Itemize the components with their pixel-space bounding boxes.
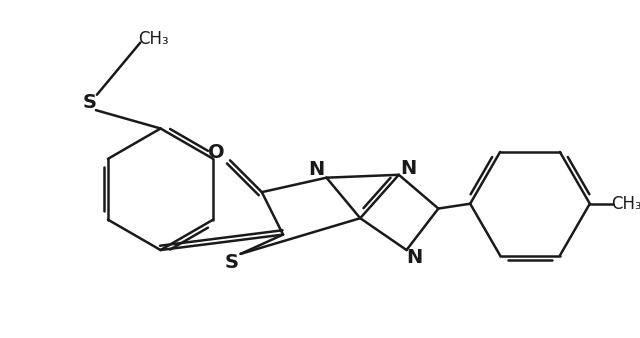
Text: N: N [308, 161, 325, 179]
Text: S: S [225, 253, 239, 272]
Text: S: S [82, 93, 96, 112]
Text: N: N [401, 159, 417, 177]
Text: O: O [208, 143, 225, 162]
Text: N: N [406, 248, 422, 267]
Text: CH₃: CH₃ [611, 195, 640, 213]
Text: CH₃: CH₃ [138, 30, 169, 48]
